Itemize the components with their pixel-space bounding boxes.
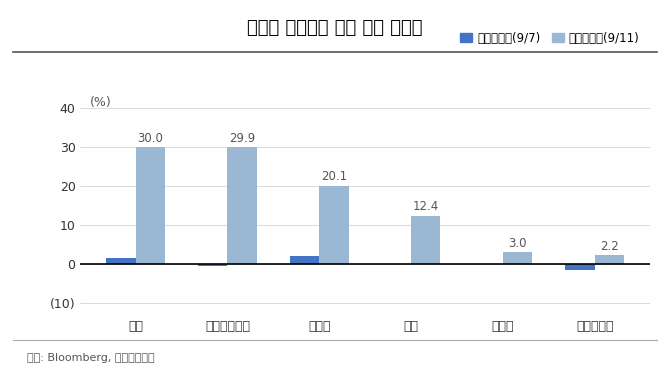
Text: 메르스 관련주의 단기 주가 수익률: 메르스 관련주의 단기 주가 수익률 [247,19,423,37]
Bar [411,216,440,264]
Bar [107,258,135,264]
Text: 29.9: 29.9 [229,132,255,145]
Bar [135,147,165,264]
Bar [595,255,624,264]
Text: 자료: Bloomberg, 한국투자증권: 자료: Bloomberg, 한국투자증권 [27,353,154,363]
Bar [319,185,348,264]
Text: (%): (%) [90,96,111,109]
Text: 2.2: 2.2 [600,240,618,253]
Bar [290,256,319,264]
Text: 3.0: 3.0 [509,237,527,250]
Text: 12.4: 12.4 [413,200,439,213]
Bar [565,264,595,270]
Bar [227,147,257,264]
Bar [503,252,532,264]
Text: 20.1: 20.1 [321,170,347,183]
Text: 30.0: 30.0 [137,131,163,144]
Legend: 주가수익률(9/7), 주가수익률(9/11): 주가수익률(9/7), 주가수익률(9/11) [456,27,644,49]
Bar [198,264,227,266]
